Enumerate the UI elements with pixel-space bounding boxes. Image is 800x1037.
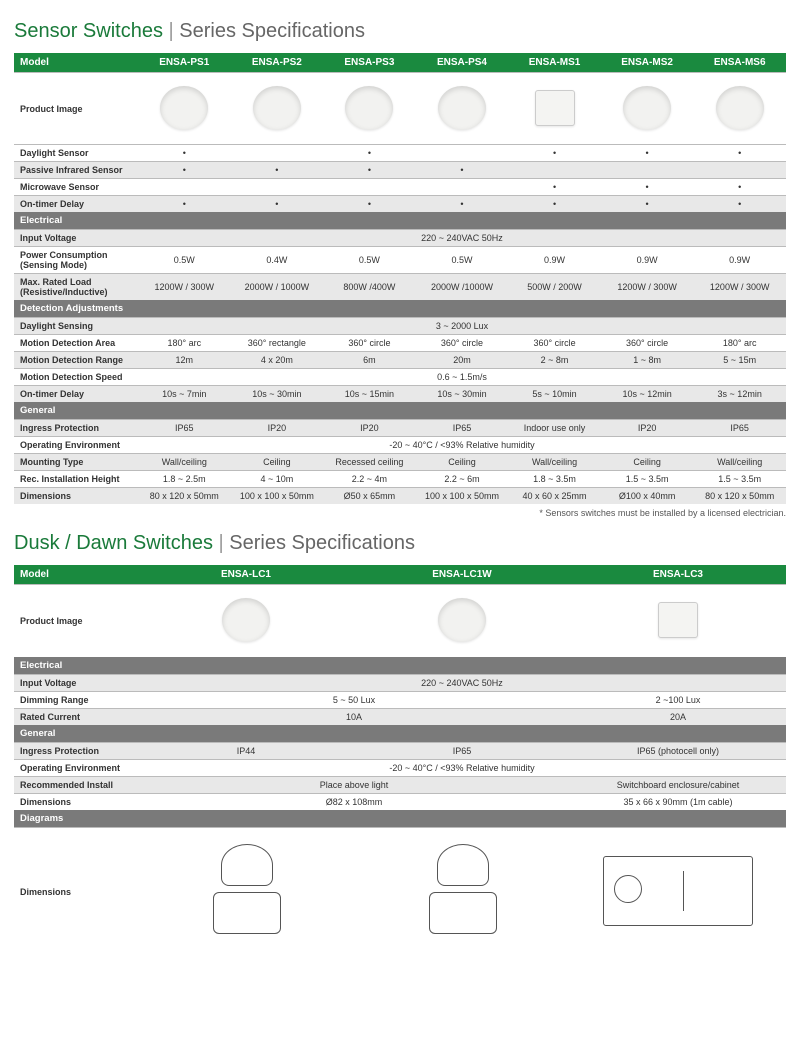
table-row: Operating Environment-20 ~ 40°C / <93% R… bbox=[14, 759, 786, 776]
section-header: Detection Adjustments bbox=[14, 300, 786, 318]
dimension-diagram bbox=[201, 836, 291, 946]
footnote: * Sensors switches must be installed by … bbox=[14, 508, 786, 518]
product-icon bbox=[438, 598, 486, 642]
table-row: Operating Environment-20 ~ 40°C / <93% R… bbox=[14, 437, 786, 454]
product-icon bbox=[253, 86, 301, 130]
section-header: Electrical bbox=[14, 657, 786, 675]
product-icon bbox=[222, 598, 270, 642]
sensor-table: Model ENSA-PS1ENSA-PS2ENSA-PS3ENSA-PS4EN… bbox=[14, 53, 786, 504]
table-row: Motion Detection Speed0.6 ~ 1.5m/s bbox=[14, 369, 786, 386]
section-header: Electrical bbox=[14, 212, 786, 230]
table-row: Ingress ProtectionIP65IP20IP20IP65Indoor… bbox=[14, 420, 786, 437]
table-row: DimensionsØ82 x 108mm35 x 66 x 90mm (1m … bbox=[14, 793, 786, 810]
table-header: Model ENSA-LC1ENSA-LC1WENSA-LC3 bbox=[14, 565, 786, 585]
table-row: Passive Infrared Sensor•••• bbox=[14, 162, 786, 179]
table-row: Motion Detection Area180° arc360° rectan… bbox=[14, 335, 786, 352]
dimension-diagram bbox=[417, 836, 507, 946]
table-row: Rec. Installation Height1.8 ~ 2.5m4 ~ 10… bbox=[14, 471, 786, 488]
dusk-dawn-table: Model ENSA-LC1ENSA-LC1WENSA-LC3 Product … bbox=[14, 565, 786, 957]
table-row: Daylight Sensor••••• bbox=[14, 145, 786, 162]
section-header: Diagrams bbox=[14, 810, 786, 828]
diagram-row: Dimensions bbox=[14, 827, 786, 957]
section-header: General bbox=[14, 725, 786, 743]
table-row: Rated Current10A20A bbox=[14, 708, 786, 725]
table-row: Recommended InstallPlace above lightSwit… bbox=[14, 776, 786, 793]
product-icon bbox=[658, 602, 698, 638]
product-image-row: Product Image bbox=[14, 73, 786, 145]
table-row: Dimensions80 x 120 x 50mm100 x 100 x 50m… bbox=[14, 488, 786, 505]
title-2: Dusk / Dawn Switches | Series Specificat… bbox=[14, 532, 786, 555]
dimension-diagram bbox=[603, 856, 753, 926]
table-row: Max. Rated Load (Resistive/Inductive)120… bbox=[14, 274, 786, 301]
table-row: Power Consumption (Sensing Mode)0.5W0.4W… bbox=[14, 247, 786, 274]
product-icon bbox=[345, 86, 393, 130]
product-icon bbox=[160, 86, 208, 130]
table-row: Daylight Sensing3 ~ 2000 Lux bbox=[14, 318, 786, 335]
table-row: Dimming Range5 ~ 50 Lux2 ~100 Lux bbox=[14, 691, 786, 708]
title-1: Sensor Switches | Series Specifications bbox=[14, 20, 786, 43]
product-icon bbox=[623, 86, 671, 130]
product-icon bbox=[438, 86, 486, 130]
table-header: Model ENSA-PS1ENSA-PS2ENSA-PS3ENSA-PS4EN… bbox=[14, 53, 786, 73]
product-icon bbox=[716, 86, 764, 130]
table-row: Mounting TypeWall/ceilingCeilingRecessed… bbox=[14, 454, 786, 471]
table-row: On-timer Delay10s ~ 7min10s ~ 30min10s ~… bbox=[14, 386, 786, 403]
table-row: Input Voltage220 ~ 240VAC 50Hz bbox=[14, 674, 786, 691]
section-header: General bbox=[14, 402, 786, 420]
table-row: Microwave Sensor••• bbox=[14, 179, 786, 196]
table-row: Motion Detection Range12m4 x 20m6m20m2 ~… bbox=[14, 352, 786, 369]
table-row: Input Voltage220 ~ 240VAC 50Hz bbox=[14, 230, 786, 247]
product-image-row: Product Image bbox=[14, 585, 786, 657]
table-row: On-timer Delay••••••• bbox=[14, 196, 786, 213]
product-icon bbox=[535, 90, 575, 126]
table-row: Ingress ProtectionIP44IP65IP65 (photocel… bbox=[14, 742, 786, 759]
